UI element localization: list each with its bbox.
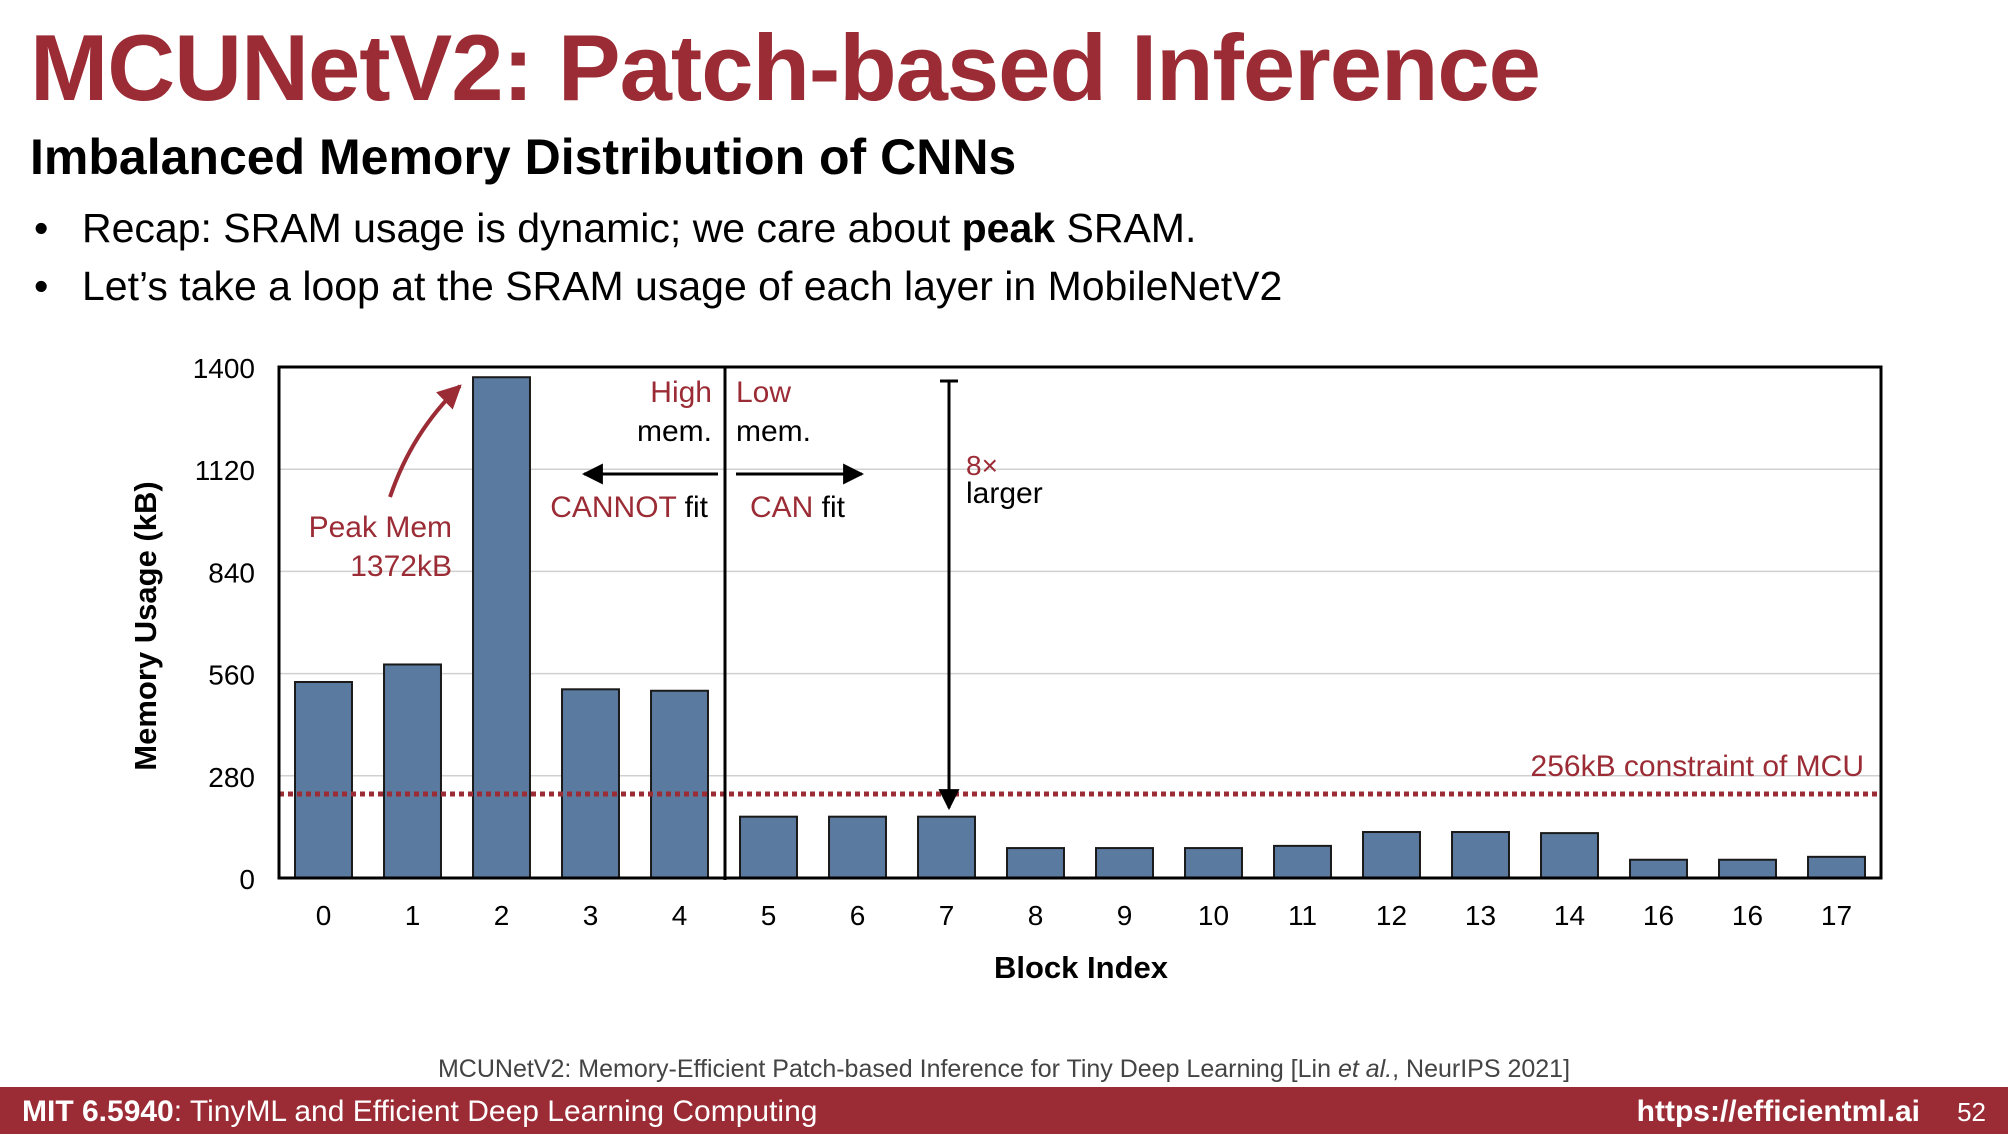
x-axis-label: Block Index [994,950,1169,985]
bar-block-1 [383,663,442,879]
plot-frame [277,365,1883,880]
bar-block-8 [1006,847,1065,880]
footer-bar: MIT 6.5940: TinyML and Efficient Deep Le… [0,1087,2008,1134]
x-tick-label: 16 [1643,900,1674,931]
bar-block-4 [650,689,709,879]
bar-block-17 [1807,855,1866,880]
y-tick-label: 1120 [195,455,255,486]
bar-block-6 [828,815,887,879]
bar-block-10 [1184,847,1243,880]
x-tick-label: 8 [1028,900,1044,931]
x-tick-label: 4 [672,900,688,931]
cannot-fit-label: CANNOT fit [550,491,708,524]
low-mem-label-2: mem. [736,415,811,448]
bar-block-5 [739,815,798,879]
bar-block-12 [1362,831,1421,880]
x-tick-label: 12 [1376,900,1407,931]
bar-block-16 [1718,858,1777,879]
bullet-marker: • [34,205,49,251]
constraint-label: 256kB constraint of MCU [1531,750,1864,783]
bar-block-9 [1095,847,1154,880]
x-tick-label: 9 [1117,900,1133,931]
x-tick-label: 11 [1288,900,1317,931]
citation-text: MCUNetV2: Memory-Efficient Patch-based I… [437,1055,1338,1083]
x-tick-label: 5 [761,900,777,931]
bullet-text: Recap: SRAM usage is dynamic; we care ab… [82,205,962,251]
citation-text-end: , NeurIPS 2021] [1392,1055,1571,1083]
x-tick-label: 0 [316,900,332,931]
bar-block-13 [1451,831,1510,880]
citation-italic: et al. [1337,1055,1393,1083]
course-name: : TinyML and Efficient Deep Learning Com… [173,1095,818,1128]
x-tick-label: 13 [1465,900,1496,931]
bar-block-15 [1629,858,1688,879]
y-tick-label: 1400 [193,353,255,384]
ratio-text-label: larger [966,477,1043,510]
website-link[interactable]: https://efficientml.ai [1636,1095,1920,1128]
bar-block-14 [1540,832,1599,879]
ratio-value-label: 8× [966,450,998,481]
y-tick-label: 560 [208,660,255,691]
bullet-item: • Let’s take a loop at the SRAM usage of… [30,263,1282,321]
bullet-text: Let’s take a loop at the SRAM usage of e… [82,263,1283,309]
low-mem-label: Low [736,376,791,409]
x-tick-label: 10 [1198,900,1229,931]
high-mem-label-2: mem. [637,415,712,448]
bar-block-11 [1273,844,1332,880]
bullet-emphasis: peak [961,205,1056,251]
y-tick-label: 0 [239,864,255,895]
x-tick-label: 1 [405,900,421,931]
bar-block-0 [294,680,353,879]
x-tick-label: 17 [1821,900,1852,931]
x-tick-label: 7 [939,900,955,931]
page-number: 52 [1957,1097,1986,1127]
x-tick-label: 3 [583,900,599,931]
course-code: MIT 6.5940 [22,1095,174,1128]
peak-mem-value: 1372kB [350,550,452,583]
bar-block-2 [472,376,531,879]
bullet-text-end: SRAM. [1055,205,1197,251]
bullet-marker: • [34,263,49,309]
y-tick-label: 840 [208,557,255,588]
bullet-item: • Recap: SRAM usage is dynamic; we care … [30,205,1282,263]
x-tick-label: 16 [1732,900,1763,931]
x-tick-label: 2 [494,900,510,931]
slide-title: MCUNetV2: Patch-based Inference [30,15,1541,120]
bar-block-7 [917,815,976,879]
can-fit-label: CAN fit [750,491,846,524]
peak-mem-label: Peak Mem [309,511,452,544]
x-tick-label: 14 [1554,900,1585,931]
bar-block-3 [561,688,620,879]
slide-subtitle: Imbalanced Memory Distribution of CNNs [30,129,1017,185]
y-axis-label: Memory Usage (kB) [128,481,163,770]
course-title: MIT 6.5940: TinyML and Efficient Deep Le… [22,1095,817,1129]
x-tick-label: 6 [850,900,866,931]
citation: MCUNetV2: Memory-Efficient Patch-based I… [0,1055,2008,1084]
peak-mem-arrow [388,384,462,498]
y-tick-label: 280 [208,762,255,793]
bullet-list: • Recap: SRAM usage is dynamic; we care … [30,205,1282,321]
high-mem-label: High [650,376,712,409]
